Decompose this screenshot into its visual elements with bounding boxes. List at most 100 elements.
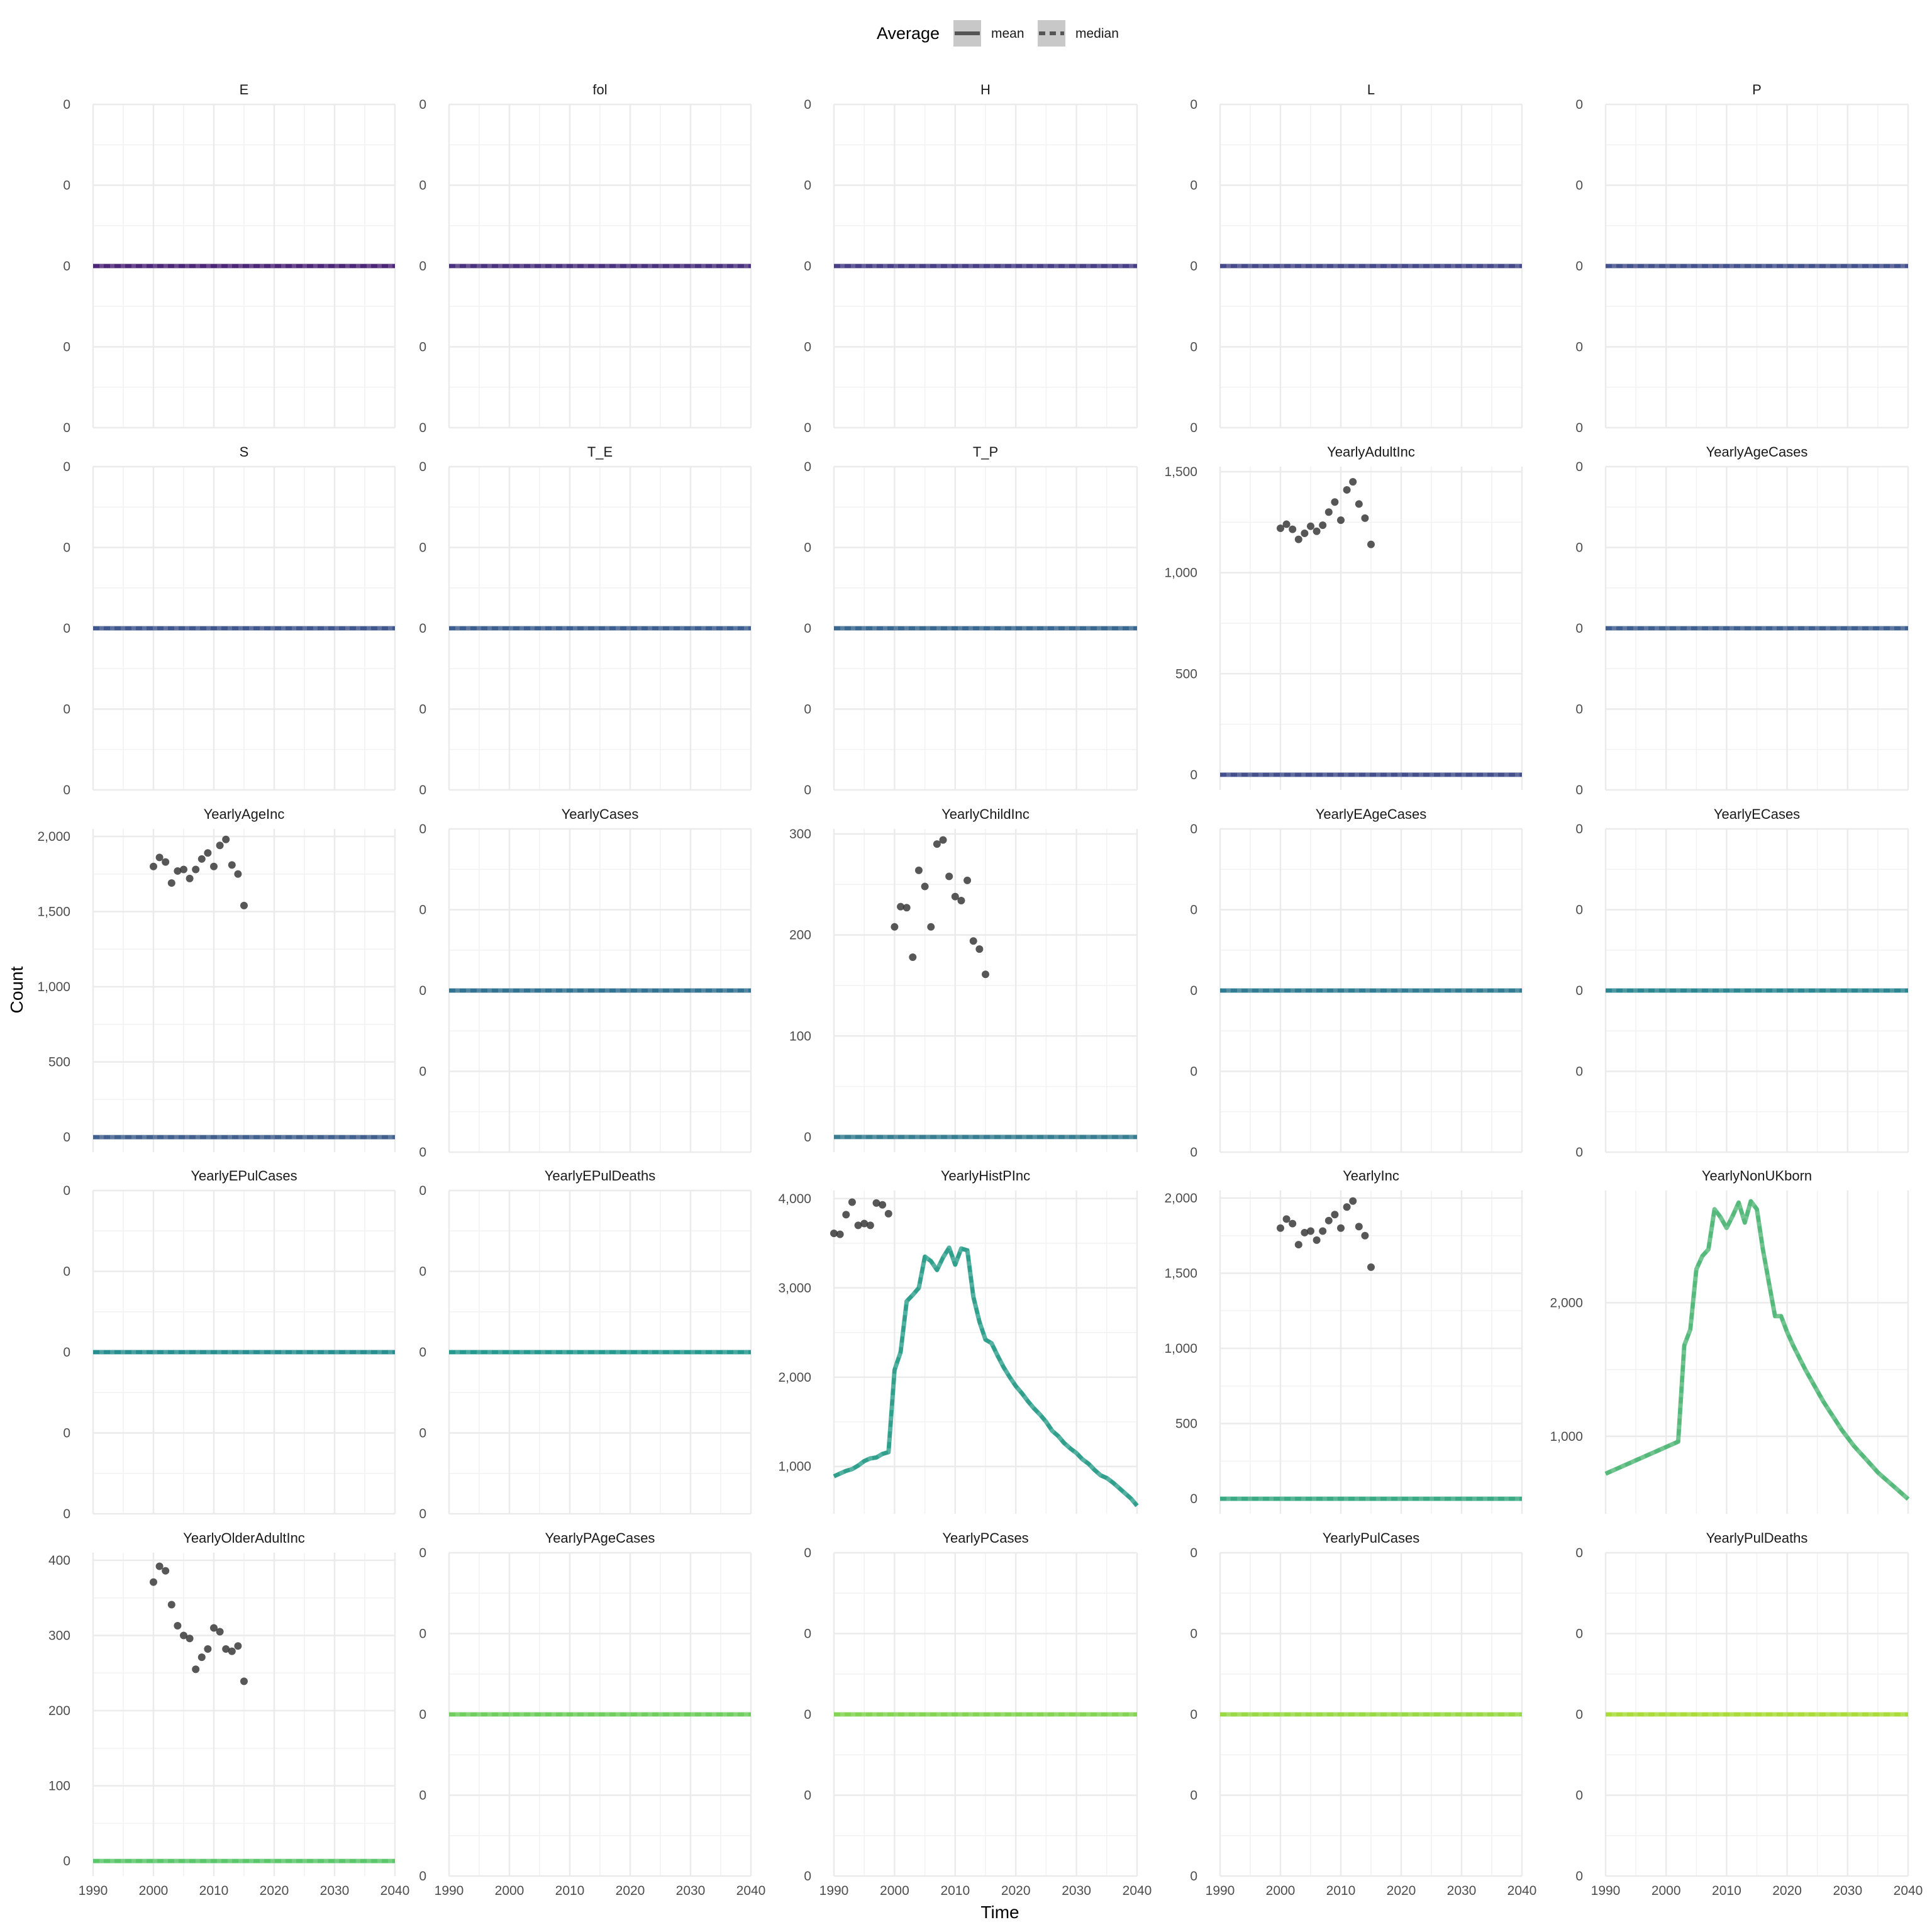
data-point (1307, 522, 1314, 530)
panel-yearlyeagecases: YearlyEAgeCases 0 0 0 0 0 (1190, 806, 1523, 1160)
y-tick-label: 0 (1575, 179, 1583, 193)
panel-yearlychildinc: YearlyChildInc 0 100 200 300 (789, 806, 1138, 1152)
panel-yearlyepuldeaths: YearlyEPulDeaths 0 0 0 0 0 (419, 1168, 752, 1521)
y-tick-label: 0 (804, 702, 811, 717)
y-tick-label: 100 (48, 1779, 70, 1794)
data-point (204, 1645, 212, 1653)
y-tick-label: 300 (48, 1628, 70, 1643)
y-tick-label: 1,500 (1164, 1266, 1197, 1280)
data-point (192, 1665, 200, 1674)
data-point (1355, 500, 1363, 508)
y-tick-label: 0 (1575, 1065, 1583, 1079)
x-tick-label: 2010 (555, 1884, 585, 1898)
y-tick-label: 0 (1575, 783, 1583, 797)
y-tick-label: 0 (419, 1707, 426, 1722)
data-point (1361, 1231, 1369, 1240)
y-tick-label: 0 (63, 421, 70, 435)
data-point (914, 866, 923, 874)
x-tick-label: 2040 (1507, 1884, 1537, 1898)
y-tick-label: 0 (1190, 1789, 1197, 1803)
x-tick-label: 2040 (736, 1884, 766, 1898)
data-point (234, 1642, 242, 1650)
data-point (210, 1624, 218, 1632)
y-tick-label: 0 (1575, 421, 1583, 435)
data-point (982, 970, 989, 979)
y-tick-label: 0 (1190, 97, 1197, 112)
y-tick-label: 0 (1575, 1707, 1583, 1722)
data-point (240, 901, 248, 909)
data-point (1355, 1223, 1363, 1231)
y-tick-label: 0 (804, 1130, 811, 1145)
y-tick-label: 0 (419, 621, 426, 636)
data-point (216, 1628, 224, 1636)
y-tick-label: 0 (419, 541, 426, 555)
y-tick-label: 0 (1190, 421, 1197, 435)
panel-title: P (1752, 82, 1762, 97)
y-tick-label: 0 (419, 1426, 426, 1441)
panel-fol: fol 0 0 0 0 0 (419, 82, 752, 435)
data-point (1282, 1215, 1291, 1223)
data-point (1337, 516, 1345, 525)
data-point (963, 876, 972, 884)
data-point (872, 1199, 880, 1207)
y-tick-label: 0 (63, 97, 70, 112)
data-point (180, 865, 187, 874)
y-tick-label: 0 (419, 1869, 426, 1884)
data-point (1367, 540, 1375, 548)
panel-title: S (240, 444, 249, 460)
data-point (204, 849, 212, 857)
data-point (1277, 1224, 1284, 1232)
legend-label-mean: mean (991, 26, 1024, 41)
legend-label-median: median (1075, 26, 1119, 41)
y-tick-label: 2,000 (1164, 1191, 1197, 1206)
y-tick-label: 0 (419, 340, 426, 355)
y-tick-label: 0 (1575, 1145, 1583, 1160)
data-point (902, 904, 911, 912)
data-point (933, 840, 941, 848)
panel-title: YearlyEAgeCases (1316, 806, 1427, 822)
y-tick-label: 0 (63, 1265, 70, 1279)
data-point (1277, 524, 1284, 532)
panel-title: L (1367, 82, 1375, 97)
y-tick-label: 0 (1575, 541, 1583, 555)
panel-title: YearlyPulDeaths (1706, 1530, 1808, 1546)
panel-title: YearlyAdultInc (1327, 444, 1415, 460)
y-tick-label: 0 (804, 541, 811, 555)
y-tick-label: 500 (48, 1055, 70, 1070)
y-tick-label: 0 (1190, 1707, 1197, 1722)
y-tick-label: 0 (63, 1345, 70, 1360)
y-tick-label: 0 (804, 340, 811, 355)
median-line (833, 1245, 1139, 1507)
panel-title: YearlyAgeInc (204, 806, 285, 822)
y-tick-label: 0 (419, 984, 426, 998)
data-point (1282, 520, 1291, 528)
x-tick-label: 2040 (1123, 1884, 1152, 1898)
y-tick-label: 0 (804, 1546, 811, 1560)
y-tick-label: 0 (1190, 768, 1197, 782)
data-point (1289, 525, 1297, 533)
panel-yearlyolderadultinc: YearlyOlderAdultInc 0 100 200 300 400 1990 2000… (48, 1530, 409, 1898)
panels: E00000fol00000H00000L00000P00000S00000T_… (37, 82, 1923, 1898)
data-point (969, 937, 977, 945)
y-tick-label: 0 (1190, 340, 1197, 355)
x-tick-label: 2000 (495, 1884, 525, 1898)
data-point (939, 836, 947, 844)
panel-title: YearlyPCases (942, 1530, 1028, 1546)
data-point (891, 923, 899, 931)
data-point (1301, 1228, 1309, 1236)
data-point (216, 841, 224, 850)
legend: Average mean median (877, 20, 1119, 47)
y-tick-label: 0 (1575, 903, 1583, 918)
y-tick-label: 0 (63, 460, 70, 474)
y-tick-label: 0 (804, 179, 811, 193)
y-tick-label: 0 (419, 1265, 426, 1279)
data-point (1313, 527, 1321, 535)
y-tick-label: 0 (63, 1507, 70, 1521)
y-tick-label: 0 (1190, 984, 1197, 998)
y-tick-label: 0 (1190, 179, 1197, 193)
y-tick-label: 0 (1575, 702, 1583, 717)
data-point (167, 879, 175, 887)
panel-h: H 0 0 0 0 0 (804, 82, 1138, 435)
panel-title: fol (592, 82, 607, 97)
y-tick-label: 0 (419, 1546, 426, 1560)
